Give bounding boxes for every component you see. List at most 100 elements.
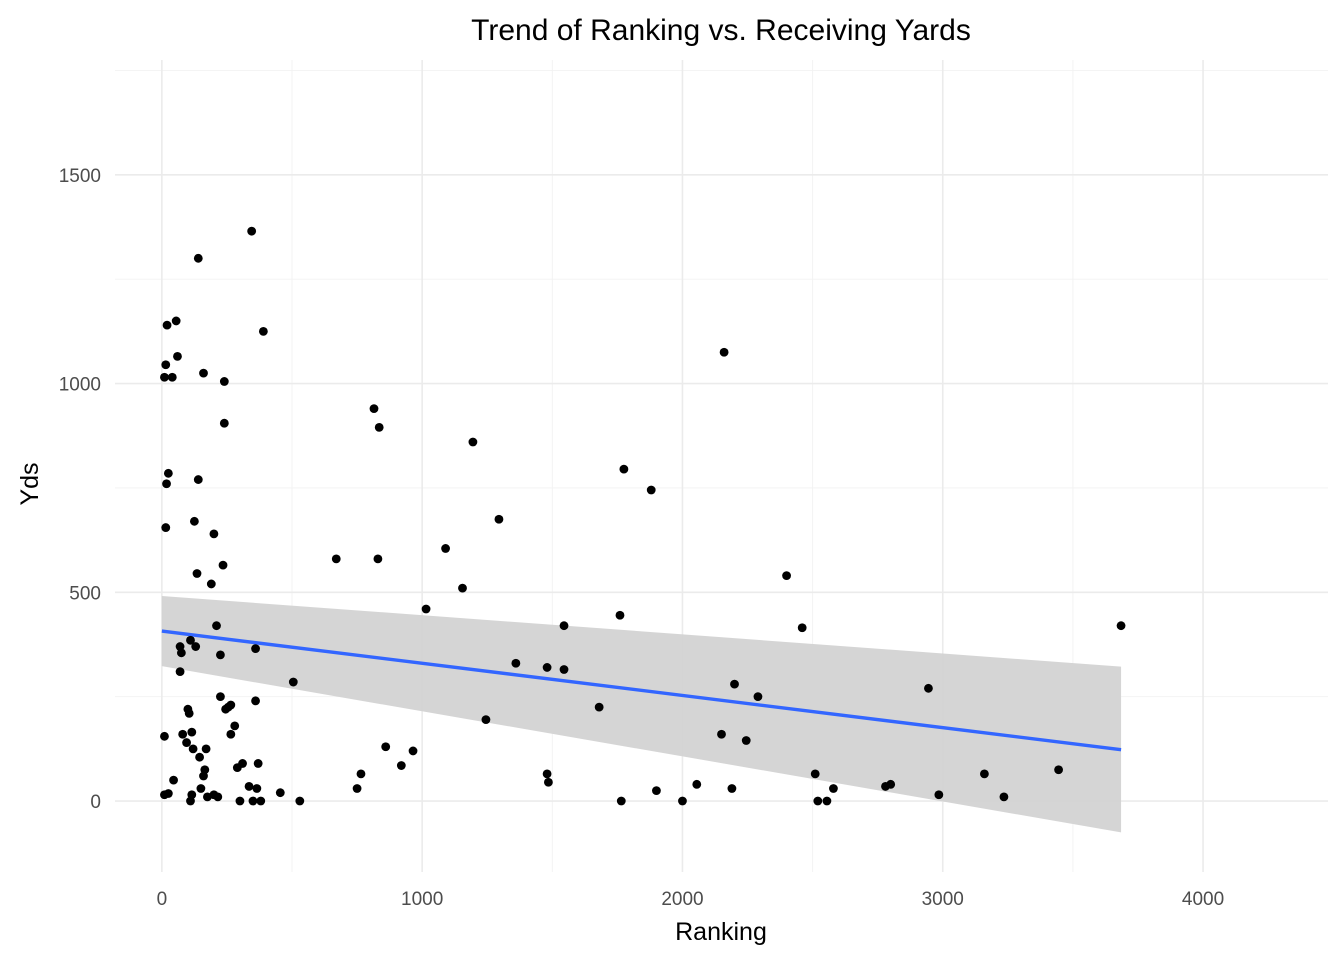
data-point	[173, 352, 182, 361]
y-tick-label: 500	[69, 583, 101, 604]
data-point	[188, 744, 198, 754]
x-tick-label: 4000	[1182, 889, 1224, 910]
data-point	[373, 554, 383, 564]
data-point	[187, 727, 197, 737]
data-point	[186, 796, 195, 806]
data-point	[615, 610, 625, 620]
data-point	[542, 663, 552, 672]
data-point	[275, 788, 285, 798]
x-tick-label: 0	[157, 889, 168, 910]
data-point	[196, 784, 206, 793]
data-point	[209, 529, 219, 539]
grid-lines	[115, 60, 1328, 872]
data-point	[441, 544, 450, 553]
data-point	[160, 372, 169, 382]
data-point	[727, 784, 737, 793]
data-point	[616, 796, 626, 806]
x-axis-title: Ranking	[675, 918, 767, 946]
data-point	[256, 796, 266, 806]
data-point	[191, 642, 201, 651]
data-point	[178, 729, 188, 739]
data-point	[594, 702, 604, 712]
data-point	[216, 650, 225, 660]
x-tick-label: 3000	[922, 889, 964, 910]
data-point	[652, 786, 661, 795]
data-point	[810, 769, 820, 779]
data-point	[356, 769, 366, 779]
data-point	[248, 796, 258, 806]
data-point	[288, 677, 298, 687]
data-point	[730, 679, 739, 689]
data-point	[331, 554, 341, 564]
data-point	[511, 658, 521, 668]
data-point	[162, 320, 172, 330]
data-point	[244, 782, 254, 791]
data-point	[494, 514, 504, 524]
data-point	[161, 523, 171, 532]
data-point	[189, 516, 199, 526]
data-point	[238, 759, 247, 768]
data-point	[458, 583, 467, 593]
data-point	[678, 796, 687, 806]
data-point	[934, 790, 944, 800]
data-point	[169, 775, 178, 785]
data-point	[247, 226, 257, 236]
data-point	[193, 253, 203, 263]
data-point	[559, 621, 569, 631]
data-point	[1054, 765, 1063, 775]
data-point	[295, 796, 305, 806]
data-point	[216, 692, 225, 702]
data-point	[163, 468, 173, 478]
data-point	[797, 623, 807, 633]
data-point	[192, 569, 202, 578]
data-point	[184, 708, 194, 718]
data-point	[421, 604, 431, 614]
data-point	[646, 485, 656, 495]
data-point	[408, 746, 418, 756]
data-point	[692, 779, 702, 789]
data-point	[186, 635, 195, 645]
data-point	[218, 560, 228, 570]
data-point	[924, 683, 933, 693]
data-point	[468, 437, 478, 447]
data-point	[230, 721, 240, 731]
data-point	[235, 796, 245, 806]
data-point	[352, 784, 362, 793]
data-point	[619, 464, 629, 474]
data-points	[160, 226, 1126, 806]
data-point	[219, 418, 229, 428]
data-point	[167, 372, 177, 382]
data-point	[396, 761, 406, 770]
data-point	[161, 360, 171, 370]
data-point	[813, 796, 823, 806]
data-point	[201, 744, 211, 754]
data-point	[782, 571, 791, 580]
x-tick-label: 2000	[661, 889, 703, 910]
x-tick-label: 1000	[401, 889, 443, 910]
data-point	[1116, 621, 1126, 631]
data-point	[200, 765, 210, 775]
confidence-band-group	[161, 596, 1122, 833]
data-point	[252, 784, 262, 793]
data-point	[980, 769, 989, 779]
data-point	[163, 789, 173, 798]
data-point	[182, 738, 191, 747]
y-axis-ticks: 0 500 1000 1500	[59, 166, 101, 813]
data-point	[199, 368, 208, 378]
data-point	[258, 326, 268, 336]
y-tick-label: 1500	[59, 166, 101, 187]
data-point	[374, 422, 384, 432]
data-point	[226, 729, 236, 739]
data-point	[822, 796, 832, 806]
data-point	[481, 715, 491, 725]
data-point	[195, 752, 204, 762]
data-point	[226, 700, 236, 710]
data-point	[212, 621, 221, 631]
data-point	[175, 667, 185, 677]
confidence-band	[161, 596, 1122, 833]
chart-title: Trend of Ranking vs. Receiving Yards	[471, 14, 971, 47]
data-point	[886, 779, 896, 789]
data-point	[251, 696, 260, 706]
data-point	[160, 731, 169, 741]
